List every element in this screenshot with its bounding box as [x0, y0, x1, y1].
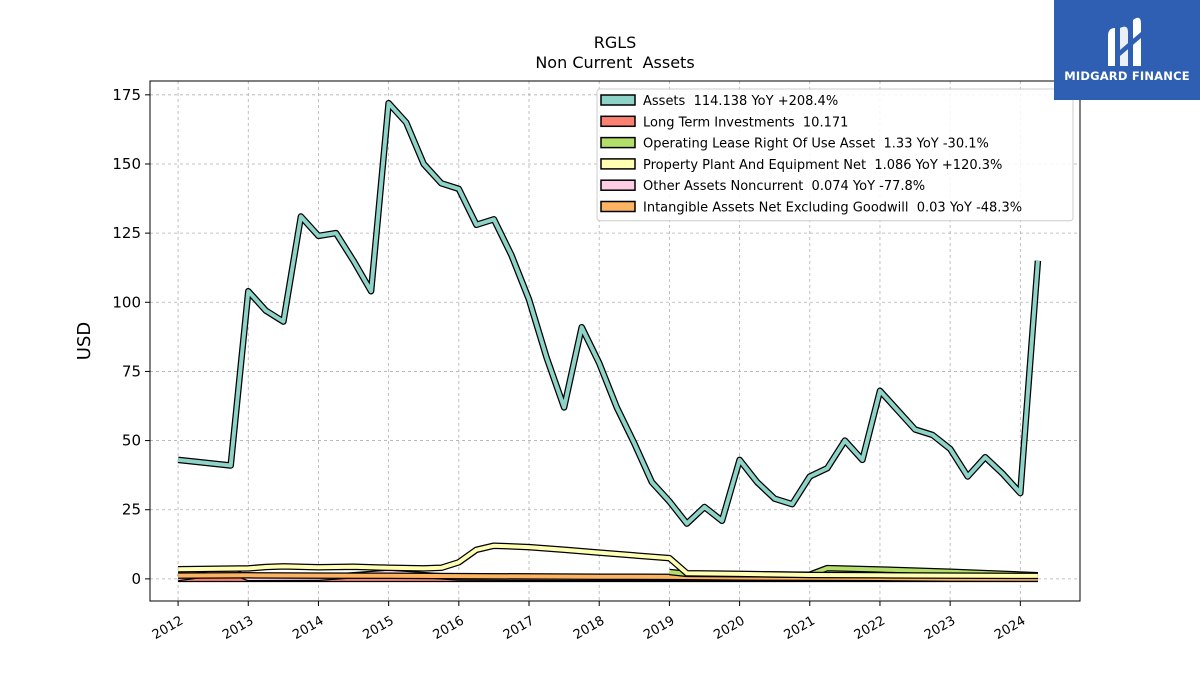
x-tick-label: 2015: [360, 613, 396, 643]
legend-label: Long Term Investments 10.171: [643, 115, 848, 130]
y-tick-label: 100: [112, 293, 141, 311]
series-line-3: [178, 543, 1038, 578]
midgard-finance-logo: MIDGARD FINANCE: [1054, 0, 1200, 100]
logo-text: MIDGARD FINANCE: [1064, 69, 1190, 83]
x-tick-label: 2019: [641, 613, 677, 643]
x-tick-label: 2014: [290, 613, 326, 643]
y-tick-label: 175: [112, 86, 141, 104]
x-tick-label: 2020: [711, 613, 747, 643]
legend: Assets 114.138 YoY +208.4% Long Term Inve…: [596, 88, 1074, 222]
x-tick-label: 2018: [571, 613, 607, 643]
legend-swatch: [600, 158, 636, 170]
midgard-logo-icon: [1108, 17, 1141, 67]
legend-swatch: [600, 179, 636, 191]
legend-label: Other Assets Noncurrent 0.074 YoY -77.8%: [643, 179, 925, 194]
series-layer: [177, 99, 1042, 583]
legend-box: [596, 88, 1074, 222]
y-tick-label: 0: [131, 570, 141, 588]
legend-label: Operating Lease Right Of Use Asset 1.33 …: [643, 137, 989, 152]
legend-swatch: [600, 115, 636, 128]
chart-subtitle: Non Current Assets: [535, 53, 694, 72]
chart-title: RGLS: [594, 33, 637, 52]
y-tick-label: 150: [112, 155, 141, 173]
series-line-0: [177, 101, 1040, 526]
legend-swatch: [600, 94, 636, 106]
y-axis-label: USD: [74, 322, 95, 360]
legend-swatch: [600, 136, 636, 149]
y-tick-label: 125: [112, 224, 141, 242]
x-tick-label: 2013: [220, 613, 256, 643]
x-tick-label: 2016: [431, 613, 467, 643]
x-tick-label: 2012: [150, 613, 186, 643]
y-tick-label: 75: [122, 362, 141, 380]
x-tick-label: 2022: [852, 613, 888, 643]
x-tick-label: 2023: [922, 613, 958, 643]
x-tick-label: 2021: [782, 613, 818, 643]
y-tick-label: 25: [122, 501, 141, 519]
legend-label: Intangible Assets Net Excluding Goodwill…: [643, 201, 1022, 216]
legend-label: Property Plant And Equipment Net 1.086 Y…: [643, 158, 1002, 173]
legend-label: Assets 114.138 YoY +208.4%: [643, 94, 838, 109]
x-tick-label: 2017: [501, 613, 537, 643]
y-tick-label: 50: [122, 432, 141, 450]
legend-swatch: [600, 200, 636, 213]
x-tick-label: 2024: [992, 613, 1028, 643]
plot-frame: [149, 80, 1081, 602]
